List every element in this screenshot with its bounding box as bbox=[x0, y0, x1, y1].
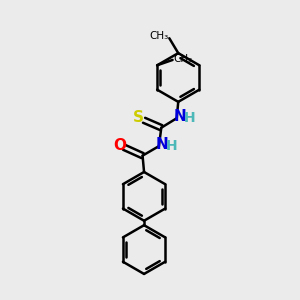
Text: CH₃: CH₃ bbox=[174, 54, 193, 64]
Text: O: O bbox=[113, 138, 126, 153]
Text: N: N bbox=[156, 137, 169, 152]
Text: CH₃: CH₃ bbox=[149, 32, 168, 41]
Text: H: H bbox=[166, 139, 177, 152]
Text: H: H bbox=[183, 111, 195, 124]
Text: N: N bbox=[174, 109, 187, 124]
Text: S: S bbox=[133, 110, 144, 125]
